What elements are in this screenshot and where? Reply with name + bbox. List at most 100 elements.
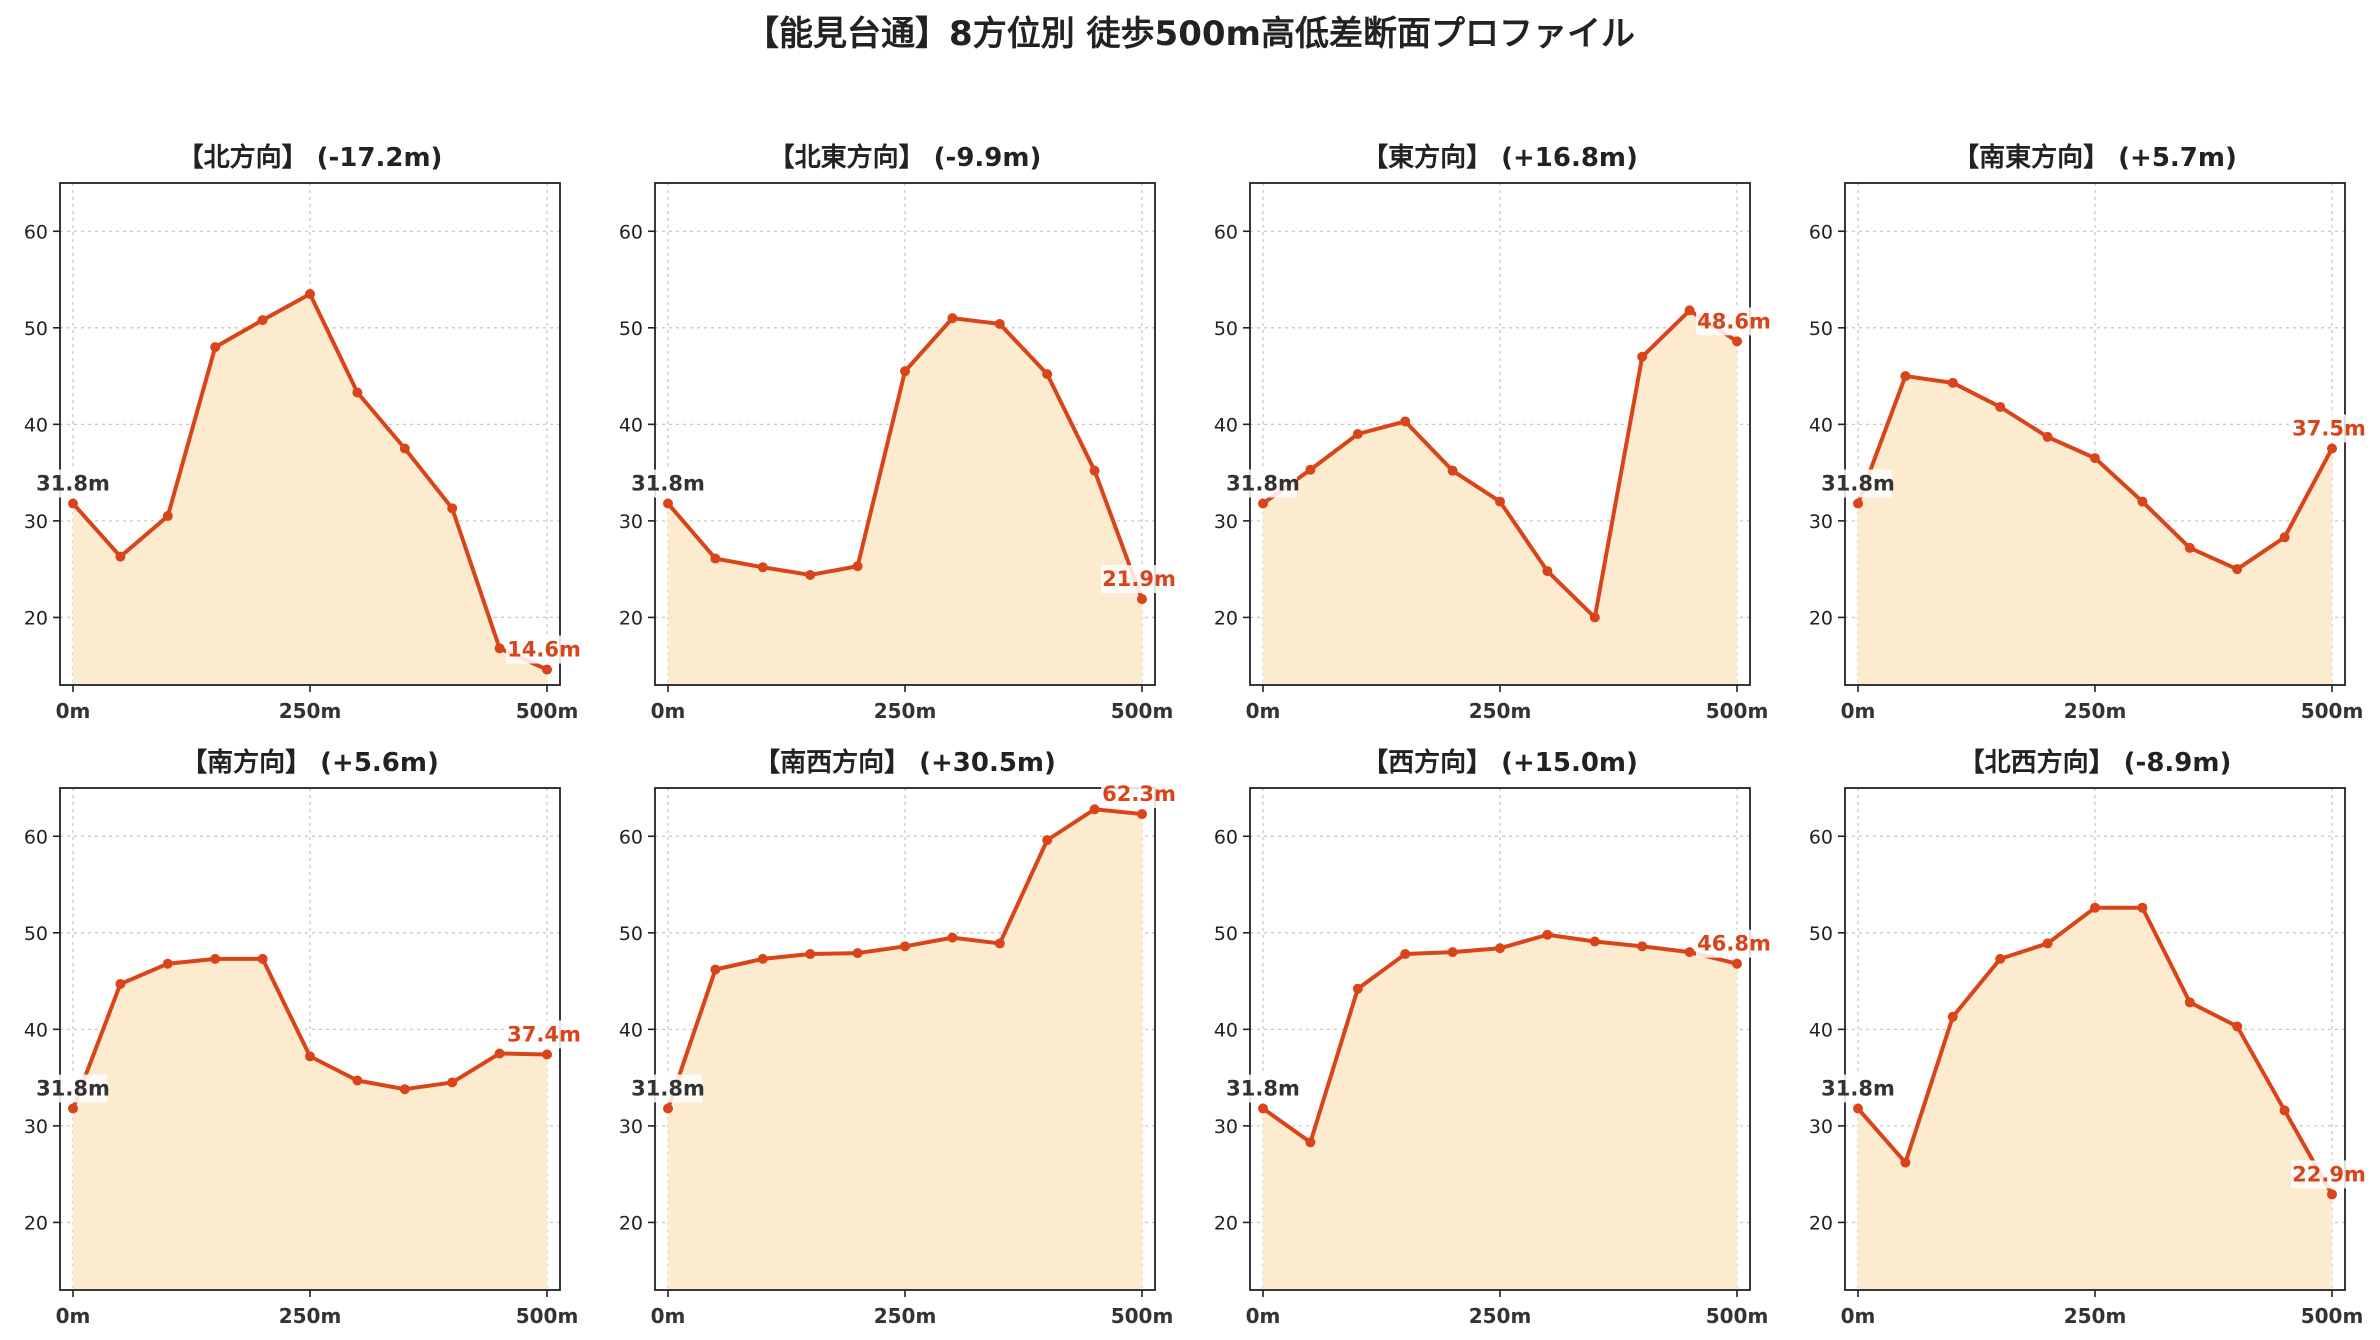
y-tick-label: 60 xyxy=(1214,826,1238,848)
data-point xyxy=(1137,809,1147,820)
start-label-box xyxy=(1229,1074,1297,1103)
elevation-area xyxy=(1858,376,2332,685)
data-point xyxy=(1637,351,1648,362)
y-tick-label: 20 xyxy=(619,607,643,629)
y-tick-label: 50 xyxy=(1214,318,1238,340)
panel-title: 【南西方向】 (+30.5m) xyxy=(754,747,1056,778)
y-tick-label: 40 xyxy=(1809,1019,1833,1041)
data-point xyxy=(162,958,173,969)
data-point xyxy=(2327,1189,2337,1200)
data-point xyxy=(1495,496,1505,507)
profile-panel: 20 30 40 50 60 0m 250m 500m 【南東方向】 (+5.7m) 31.8m 3… xyxy=(1809,142,2367,723)
elevation-area xyxy=(668,809,1142,1290)
data-point xyxy=(1732,336,1742,347)
end-label-box xyxy=(1101,565,1177,594)
data-point xyxy=(1447,947,1458,958)
x-tick-label: 500m xyxy=(516,1304,579,1328)
y-tick-label: 20 xyxy=(1214,1212,1238,1234)
data-point xyxy=(2279,1105,2290,1116)
data-point xyxy=(900,366,910,377)
start-label-box xyxy=(1229,469,1297,498)
x-tick-label: 0m xyxy=(651,699,686,723)
data-point xyxy=(757,562,768,573)
y-tick-label: 40 xyxy=(1214,414,1238,436)
y-tick-label: 60 xyxy=(1809,826,1833,848)
end-elevation-label: 48.6m xyxy=(1697,309,1771,333)
end-label-box xyxy=(1696,307,1772,336)
end-label-box xyxy=(2291,414,2367,443)
end-elevation-label: 37.5m xyxy=(2292,416,2366,440)
data-point xyxy=(1352,983,1363,994)
data-point xyxy=(1305,464,1316,475)
data-point xyxy=(1305,1137,1316,1148)
end-label-box xyxy=(506,1020,582,1049)
x-tick-label: 0m xyxy=(1841,1304,1876,1328)
profile-panel: 20 30 40 50 60 0m 250m 500m 【北方向】 (-17.2m) 31.8m 1… xyxy=(24,142,582,723)
x-tick-label: 250m xyxy=(279,1304,342,1328)
data-point xyxy=(1853,498,1863,509)
data-point xyxy=(162,511,173,522)
data-point xyxy=(1042,369,1053,380)
y-tick-label: 40 xyxy=(1809,414,1833,436)
end-label-box xyxy=(1696,929,1772,958)
profile-panel: 20 30 40 50 60 0m 250m 500m 【東方向】 (+16.8m) 31.8m 4… xyxy=(1214,142,1772,723)
data-point xyxy=(852,561,863,572)
data-point xyxy=(994,318,1005,329)
x-tick-label: 500m xyxy=(1706,1304,1769,1328)
data-point xyxy=(1947,1011,1958,1022)
data-point xyxy=(494,643,505,654)
y-tick-label: 50 xyxy=(619,923,643,945)
data-point xyxy=(1042,835,1053,846)
y-tick-label: 60 xyxy=(619,221,643,243)
y-tick-label: 50 xyxy=(619,318,643,340)
y-tick-label: 30 xyxy=(24,1116,48,1138)
panel-title: 【南東方向】 (+5.7m) xyxy=(1953,142,2237,173)
x-tick-label: 0m xyxy=(1841,699,1876,723)
end-label-box xyxy=(2291,1160,2367,1189)
start-label-box xyxy=(634,1074,702,1103)
y-tick-label: 20 xyxy=(1809,1212,1833,1234)
x-tick-label: 0m xyxy=(651,1304,686,1328)
data-point xyxy=(1995,401,2006,412)
data-point xyxy=(1089,465,1100,476)
start-elevation-label: 31.8m xyxy=(36,1077,110,1101)
start-label-box xyxy=(39,1074,107,1103)
data-point xyxy=(1495,943,1505,954)
y-tick-label: 40 xyxy=(619,414,643,436)
y-tick-label: 30 xyxy=(1214,1116,1238,1138)
data-point xyxy=(1995,953,2006,964)
figure-title: 【能見台通】8方位別 徒歩500m高低差断面プロファイル xyxy=(745,14,1635,54)
data-point xyxy=(399,1084,410,1095)
data-point xyxy=(1589,936,1600,947)
y-tick-label: 20 xyxy=(1809,607,1833,629)
data-point xyxy=(2090,902,2100,913)
elevation-area xyxy=(73,958,547,1290)
panel-title: 【西方向】 (+15.0m) xyxy=(1362,747,1638,778)
y-tick-label: 20 xyxy=(619,1212,643,1234)
x-tick-label: 0m xyxy=(56,1304,91,1328)
data-point xyxy=(1947,377,1958,388)
data-point xyxy=(447,503,458,514)
data-point xyxy=(68,498,78,509)
y-tick-label: 30 xyxy=(1809,1116,1833,1138)
data-point xyxy=(2184,997,2195,1008)
start-elevation-label: 31.8m xyxy=(1226,1077,1300,1101)
x-tick-label: 250m xyxy=(1469,699,1532,723)
y-tick-label: 60 xyxy=(1809,221,1833,243)
data-point xyxy=(805,949,816,960)
end-elevation-label: 21.9m xyxy=(1102,567,1176,591)
data-point xyxy=(710,964,721,975)
panel-title: 【南方向】 (+5.6m) xyxy=(181,747,439,778)
data-point xyxy=(1352,429,1363,439)
data-point xyxy=(1258,1103,1268,1114)
elevation-area xyxy=(1263,934,1737,1290)
data-point xyxy=(542,664,552,675)
x-tick-label: 0m xyxy=(1246,1304,1281,1328)
start-label-box xyxy=(634,469,702,498)
data-point xyxy=(68,1103,78,1114)
data-point xyxy=(399,443,410,454)
data-point xyxy=(900,941,910,952)
start-elevation-label: 31.8m xyxy=(631,472,705,496)
data-point xyxy=(2327,443,2337,454)
